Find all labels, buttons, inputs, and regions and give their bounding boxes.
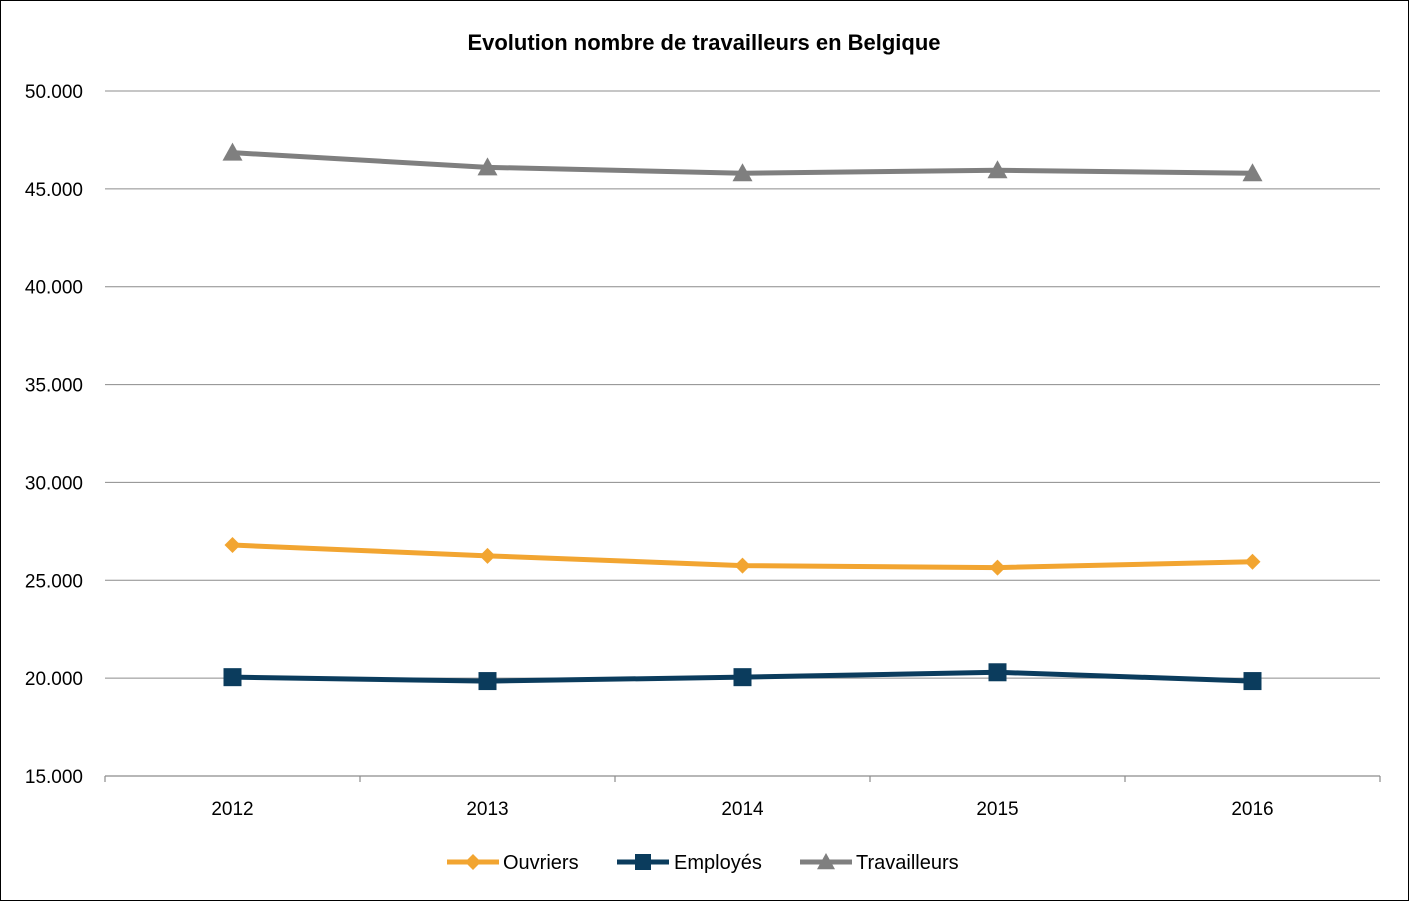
triangle-marker bbox=[1242, 163, 1263, 182]
square-marker bbox=[988, 663, 1007, 682]
diamond-marker bbox=[989, 559, 1006, 576]
y-tick-label: 30.000 bbox=[25, 473, 83, 494]
chart-title: Evolution nombre de travailleurs en Belg… bbox=[467, 30, 940, 55]
diamond-marker bbox=[1244, 553, 1261, 570]
triangle-marker bbox=[222, 142, 243, 161]
x-tick-label: 2015 bbox=[976, 799, 1018, 820]
x-axis: 2012 2013 2014 2015 2016 bbox=[104, 775, 1381, 820]
x-tick-label: 2012 bbox=[211, 799, 253, 820]
legend-label: Travailleurs bbox=[856, 852, 959, 874]
triangle-marker bbox=[817, 853, 835, 870]
y-tick-label: 40.000 bbox=[25, 278, 83, 299]
square-marker bbox=[635, 854, 651, 870]
diamond-marker bbox=[465, 854, 481, 870]
x-tick-label: 2014 bbox=[721, 799, 764, 820]
legend-label: Employés bbox=[674, 852, 762, 874]
diamond-marker bbox=[479, 547, 496, 564]
triangle-marker bbox=[987, 160, 1008, 179]
square-marker bbox=[733, 668, 752, 687]
triangle-marker bbox=[477, 157, 498, 176]
y-axis: 15.000 20.000 25.000 30.000 35.000 40.000 45.0… bbox=[25, 82, 83, 788]
legend: Ouvriers Employés Travailleurs bbox=[447, 852, 959, 874]
square-marker bbox=[223, 668, 242, 687]
x-tick-label: 2016 bbox=[1231, 799, 1273, 820]
diamond-marker bbox=[224, 537, 241, 554]
y-tick-label: 20.000 bbox=[25, 669, 83, 690]
series-group bbox=[222, 142, 1263, 691]
legend-label: Ouvriers bbox=[503, 852, 579, 874]
y-tick-label: 25.000 bbox=[25, 571, 83, 592]
triangle-marker bbox=[732, 163, 753, 182]
square-marker bbox=[1243, 672, 1262, 691]
y-tick-label: 45.000 bbox=[25, 180, 83, 201]
diamond-marker bbox=[734, 557, 751, 574]
square-marker bbox=[478, 672, 497, 691]
x-tick-label: 2013 bbox=[466, 799, 508, 820]
y-tick-label: 15.000 bbox=[25, 767, 83, 788]
y-tick-label: 35.000 bbox=[25, 376, 83, 397]
y-tick-label: 50.000 bbox=[25, 82, 83, 103]
